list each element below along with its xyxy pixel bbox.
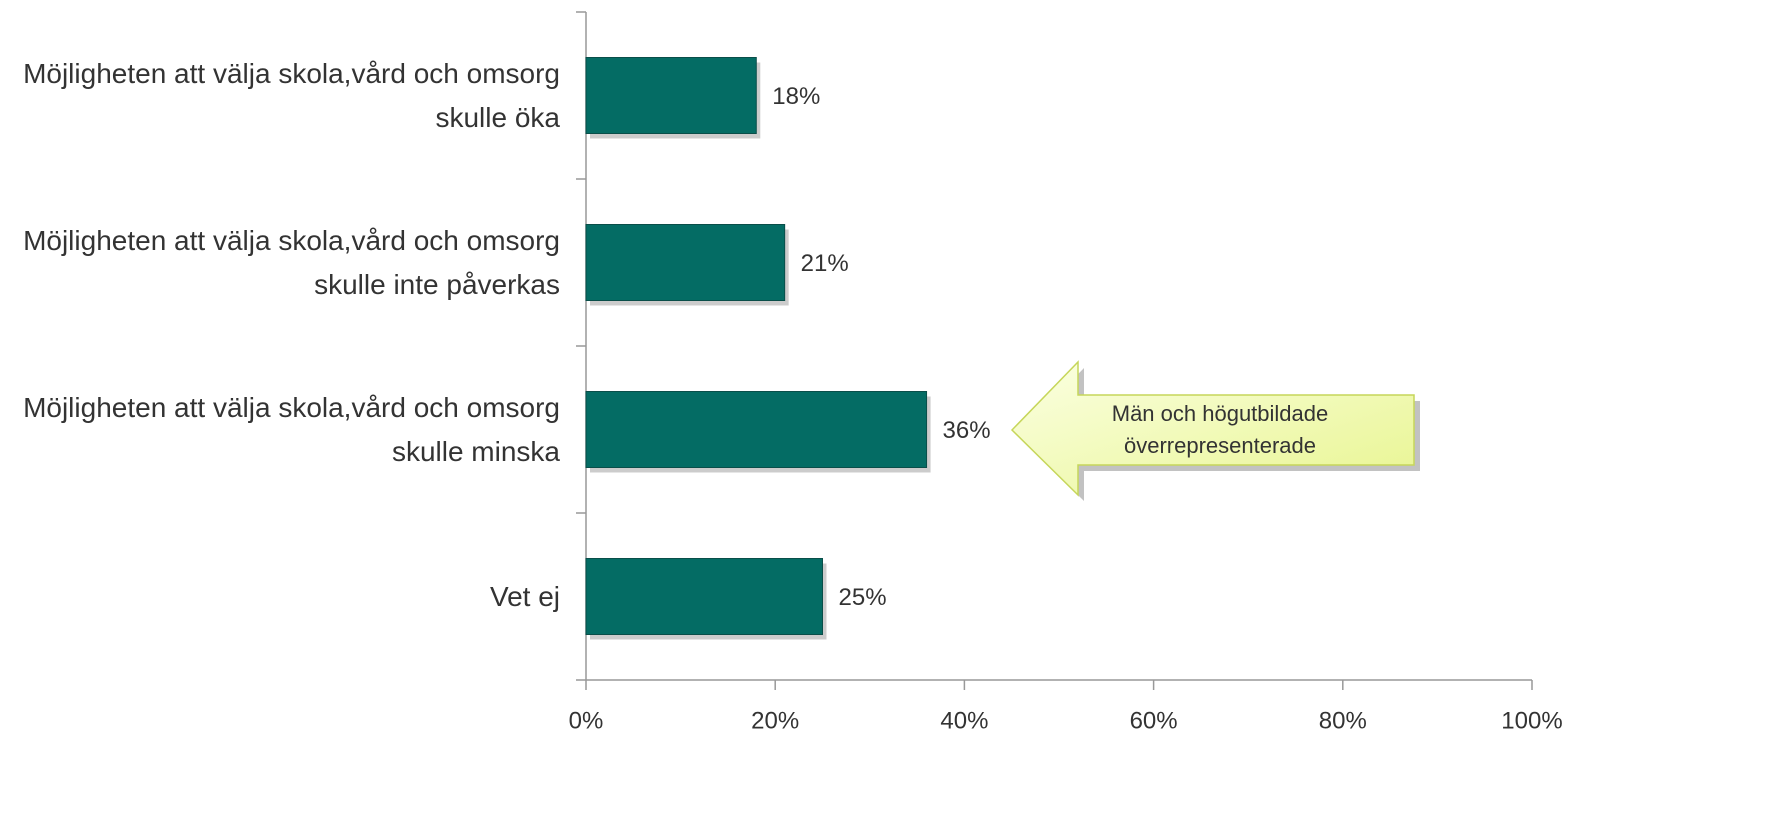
category-label: Möjligheten att välja skola,vård och oms… <box>23 224 560 300</box>
x-tick-label: 0% <box>569 707 604 734</box>
x-tick-label: 80% <box>1319 707 1367 734</box>
x-tick-label: 40% <box>940 707 988 734</box>
x-tick-label: 100% <box>1501 707 1562 734</box>
x-tick-label: 20% <box>751 707 799 734</box>
category-label: Möjligheten att välja skola,vård och oms… <box>23 391 560 467</box>
bar <box>585 57 757 134</box>
annotation: Män och högutbildade överrepresenterade <box>1111 401 1329 458</box>
data-label: 36% <box>943 417 991 444</box>
bar <box>585 224 786 301</box>
category-label: Möjligheten att välja skola,vård och oms… <box>23 57 560 133</box>
category-label: Vet ej <box>489 580 560 612</box>
data-label: 18% <box>772 83 820 110</box>
x-tick-label: 60% <box>1130 707 1178 734</box>
data-label: 25% <box>839 584 887 611</box>
bar <box>585 391 928 468</box>
bar <box>585 558 823 635</box>
annotation-arrow <box>1010 360 1415 497</box>
data-label: 21% <box>801 250 849 277</box>
